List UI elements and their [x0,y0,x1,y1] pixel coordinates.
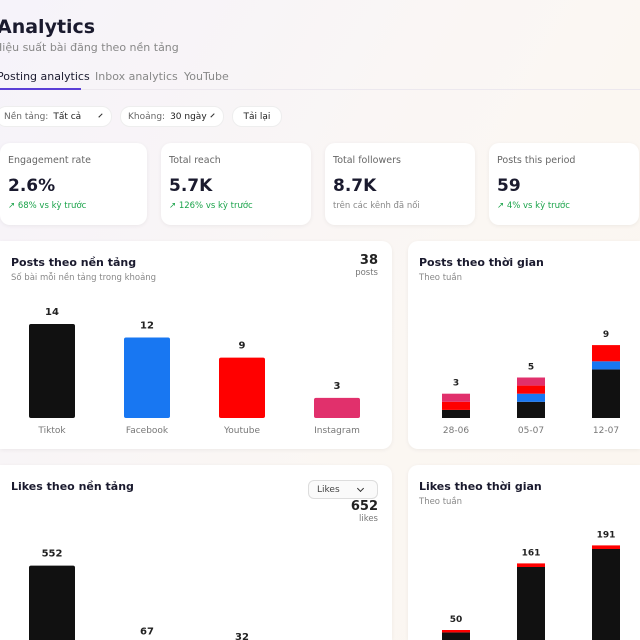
metric-dropdown[interactable]: Likes [308,480,378,499]
chart-title: Posts theo nền tảng [11,256,137,269]
kpi-card: Posts this period 59 ↗ 4% vs kỳ trước [489,143,639,225]
chart-plot: 50 161 191 [442,530,620,640]
chart-subtitle: Số bài mỗi nền tảng trong khoảng [11,273,157,283]
range-filter[interactable]: Khoảng: 30 ngày [120,106,224,127]
chart-total-label: posts [355,268,378,278]
filter-label: Nền tảng: [4,111,49,122]
bar [219,357,265,418]
kpi-value: 5.7K [169,176,213,196]
filter-value: 30 ngày [170,111,207,122]
value-label: 9 [239,341,246,352]
chart-total: 38 [359,253,378,268]
bar-segment [517,377,545,386]
bar-segment [442,630,470,633]
bar [29,324,75,418]
kpi-note: ↗ 4% vs kỳ trước [497,201,570,211]
bar-segment [442,409,470,418]
chart-title: Posts theo thời gian [419,256,544,269]
total-label: 9 [603,330,609,340]
bar [124,337,170,418]
kpi-card: Total followers 8.7K trên các kênh đã nối [325,143,475,225]
bar-segment [592,361,620,370]
chart-card: 50 161 191 Likes theo thời gian Theo tuần [408,465,640,640]
kpi-label: Engagement rate [8,155,91,166]
tab[interactable]: YouTube [184,70,229,83]
bar-segment [592,369,620,418]
kpi-note: ↗ 126% vs kỳ trước [169,201,253,211]
tab-indicator [0,88,81,90]
bar [29,565,75,640]
kpi-value: 8.7K [333,176,377,196]
chart-total-label: likes [358,514,378,524]
value-label: 14 [45,307,59,318]
bar-segment [517,385,545,394]
kpi-value: 2.6% [8,176,56,196]
x-tick-label: Facebook [126,426,169,436]
tab-divider [0,89,640,90]
x-tick-label: Tiktok [37,426,66,436]
x-tick-label: 28-06 [443,426,469,436]
bar-segment [517,563,545,567]
chart-card: Tiktok Facebook Youtube Instagram 14 12 9 3 Post… [0,241,392,449]
bar [314,397,360,418]
chart-plot: Tiktok Facebook Youtube Instagram 14 12 9 3 [29,307,360,436]
chart-plot: 552 67 32 [29,549,249,640]
x-tick-label: 12-07 [593,426,619,436]
total-label: 50 [450,615,463,625]
value-label: 32 [235,632,249,640]
chart-card: 28-06 05-07 12-07 3 5 9 Posts theo thời gian Th… [408,241,640,449]
chart-total: 652 [350,499,378,514]
bar-segment [517,401,545,418]
value-label: 67 [140,626,154,637]
page-title: Analytics [0,16,96,38]
filter-label: Khoảng: [128,111,166,122]
dropdown-value: Likes [317,484,340,495]
kpi-note: trên các kênh đã nối [333,201,420,211]
bar-segment [592,345,620,362]
kpi-value: 59 [497,176,521,196]
tab[interactable]: Posting analytics [0,70,90,83]
x-tick-label: Instagram [314,426,360,436]
value-label: 12 [140,320,154,331]
value-label: 552 [42,549,63,560]
platform-filter[interactable]: Nền tảng: Tất cả [0,106,112,127]
filter-value: Tất cả [53,111,82,122]
reload-button[interactable]: Tải lại [232,106,282,127]
chevron [356,484,364,492]
bar-segment [442,632,470,640]
bar-segment [592,545,620,549]
kpi-card: Total reach 5.7K ↗ 126% vs kỳ trước [161,143,311,225]
total-label: 3 [453,379,459,389]
chart-subtitle: Theo tuần [419,497,463,507]
kpi-card: Engagement rate 2.6% ↗ 68% vs kỳ trước [0,143,147,225]
bar-segment [442,401,470,410]
total-label: 191 [597,530,616,540]
page-subtitle: Hiệu suất bài đăng theo nền tảng [0,41,179,54]
bar-segment [442,393,470,402]
kpi-label: Total reach [169,155,221,166]
chart-plot: 28-06 05-07 12-07 3 5 9 [442,330,620,436]
chart-title: Likes theo nền tảng [11,480,134,493]
bar-segment [517,393,545,402]
chart-subtitle: Theo tuần [419,273,463,283]
chart-title: Likes theo thời gian [419,480,542,493]
bar-segment [517,567,545,640]
kpi-note: ↗ 68% vs kỳ trước [8,201,87,211]
total-label: 5 [528,363,534,373]
tab[interactable]: Inbox analytics [95,70,178,83]
chart-card: 552 67 32 Likes theo nền tảng Likes 652 likes [0,465,392,640]
total-label: 161 [522,548,541,558]
kpi-label: Total followers [333,155,401,166]
bar-segment [592,549,620,640]
x-tick-label: Youtube [223,426,260,436]
value-label: 3 [334,381,341,392]
x-tick-label: 05-07 [518,426,544,436]
kpi-label: Posts this period [497,155,576,166]
